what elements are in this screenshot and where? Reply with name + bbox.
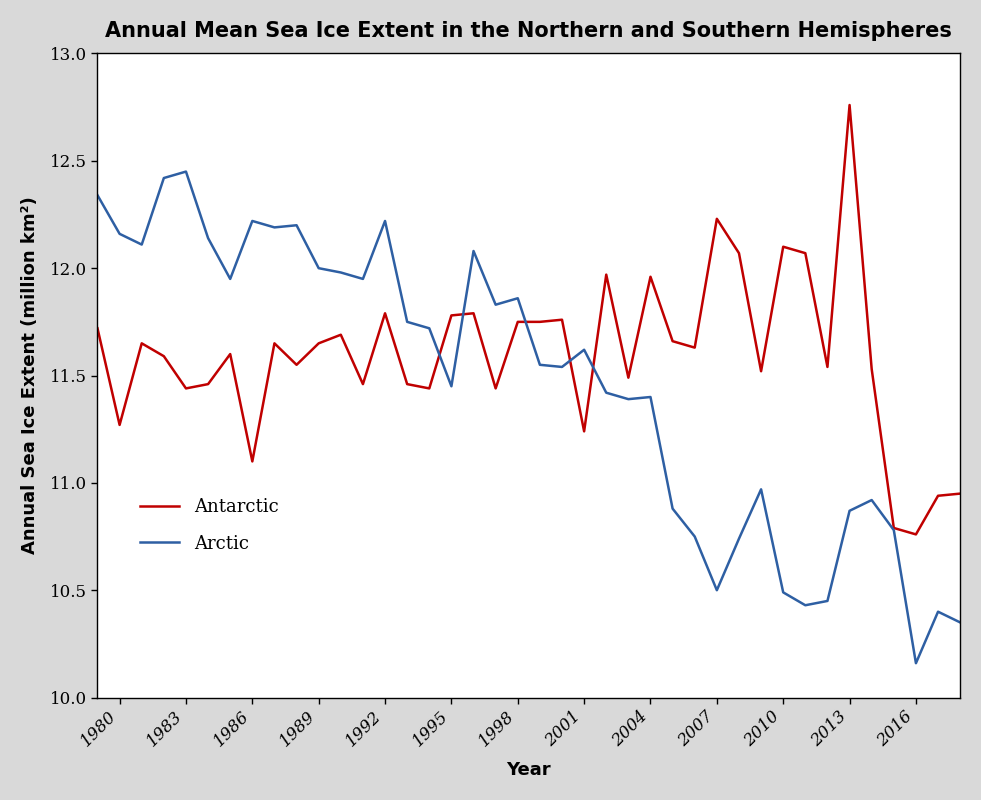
Arctic: [888, 526, 900, 535]
Arctic: [777, 587, 789, 597]
Antarctic: [202, 379, 214, 389]
Antarctic: [468, 309, 480, 318]
Arctic: [600, 388, 612, 398]
Arctic: [335, 268, 346, 278]
Arctic: [578, 345, 590, 354]
Arctic: [424, 323, 436, 333]
Arctic: [181, 166, 192, 176]
Arctic: [755, 485, 767, 494]
Antarctic: [380, 309, 391, 318]
Antarctic: [910, 530, 922, 539]
Arctic: [800, 601, 811, 610]
Antarctic: [335, 330, 346, 339]
Antarctic: [158, 351, 170, 361]
Arctic: [357, 274, 369, 284]
Antarctic: [645, 272, 656, 282]
Antarctic: [777, 242, 789, 251]
Arctic: [512, 294, 524, 303]
Arctic: [246, 216, 258, 226]
Antarctic: [357, 379, 369, 389]
Arctic: [667, 504, 679, 514]
Arctic: [534, 360, 545, 370]
Arctic: [158, 174, 170, 183]
Antarctic: [225, 350, 236, 359]
Antarctic: [844, 100, 855, 110]
Arctic: [866, 495, 878, 505]
Antarctic: [689, 343, 700, 353]
Antarctic: [290, 360, 302, 370]
Antarctic: [135, 338, 147, 348]
Antarctic: [424, 384, 436, 394]
Arctic: [645, 392, 656, 402]
Arctic: [623, 394, 635, 404]
Arctic: [733, 534, 745, 543]
Arctic: [711, 586, 723, 595]
Arctic: [114, 229, 126, 238]
Antarctic: [269, 338, 281, 348]
Antarctic: [313, 338, 325, 348]
Arctic: [202, 234, 214, 243]
Antarctic: [114, 420, 126, 430]
Legend: Antarctic, Arctic: Antarctic, Arctic: [132, 491, 285, 560]
Arctic: [313, 263, 325, 273]
Antarctic: [600, 270, 612, 279]
Arctic: [445, 382, 457, 391]
Arctic: [380, 216, 391, 226]
Arctic: [689, 532, 700, 542]
Arctic: [91, 190, 103, 200]
Antarctic: [888, 523, 900, 533]
Antarctic: [246, 457, 258, 466]
Antarctic: [91, 323, 103, 333]
Antarctic: [181, 384, 192, 394]
Antarctic: [755, 366, 767, 376]
Antarctic: [445, 310, 457, 320]
Y-axis label: Annual Sea Ice Extent (million km²): Annual Sea Ice Extent (million km²): [21, 197, 39, 554]
Arctic: [401, 317, 413, 326]
Arctic: [290, 221, 302, 230]
Arctic: [932, 607, 944, 617]
Arctic: [468, 246, 480, 256]
Arctic: [844, 506, 855, 515]
Arctic: [269, 222, 281, 232]
Arctic: [225, 274, 236, 284]
Antarctic: [578, 426, 590, 436]
Antarctic: [623, 373, 635, 382]
Antarctic: [401, 379, 413, 389]
Antarctic: [955, 489, 966, 498]
Arctic: [821, 596, 833, 606]
Antarctic: [711, 214, 723, 224]
Arctic: [135, 240, 147, 250]
Arctic: [556, 362, 568, 372]
Arctic: [490, 300, 501, 310]
Antarctic: [556, 315, 568, 325]
Antarctic: [866, 364, 878, 374]
Arctic: [955, 618, 966, 627]
Antarctic: [821, 362, 833, 372]
Line: Arctic: Arctic: [97, 171, 960, 663]
Antarctic: [932, 491, 944, 501]
Line: Antarctic: Antarctic: [97, 105, 960, 534]
X-axis label: Year: Year: [506, 761, 551, 779]
Antarctic: [667, 336, 679, 346]
Antarctic: [800, 248, 811, 258]
Title: Annual Mean Sea Ice Extent in the Northern and Southern Hemispheres: Annual Mean Sea Ice Extent in the Northe…: [105, 21, 953, 41]
Antarctic: [534, 317, 545, 326]
Antarctic: [512, 317, 524, 326]
Antarctic: [490, 384, 501, 394]
Arctic: [910, 658, 922, 668]
Antarctic: [733, 248, 745, 258]
